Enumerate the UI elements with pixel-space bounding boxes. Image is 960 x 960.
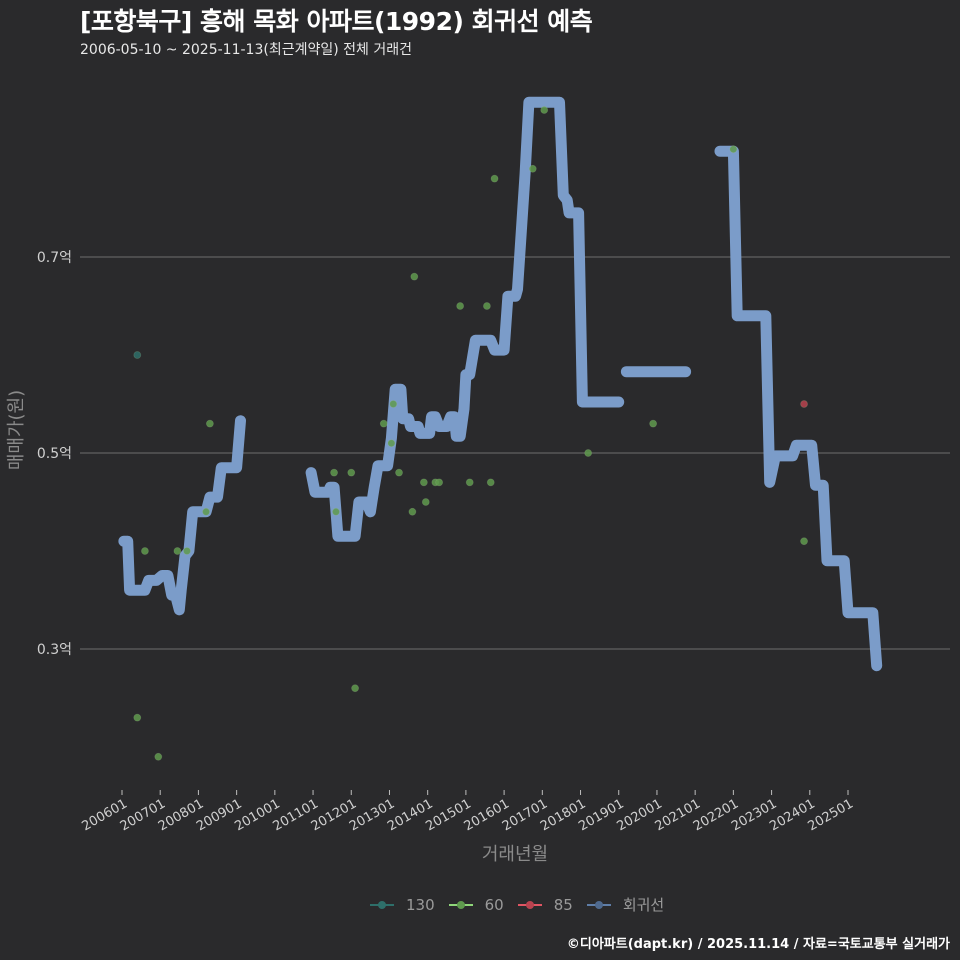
y-grid: [80, 256, 950, 650]
legend-label-130: 130: [406, 895, 435, 914]
scatter-points: [133, 106, 808, 761]
x-axis-ticks: 2006012007012008012009012010012011012012…: [80, 790, 856, 834]
legend: 130 60 85 회귀선: [370, 894, 664, 915]
data-point-60: [387, 439, 396, 448]
legend-item-85[interactable]: 85: [517, 895, 573, 914]
data-point-60: [584, 449, 593, 457]
x-axis-title: 거래년월: [482, 844, 548, 865]
data-point-60: [465, 478, 474, 487]
data-point-60: [540, 106, 549, 114]
legend-key-85-icon: [517, 900, 542, 910]
chart-subtitle: 2006-05-10 ~ 2025-11-13(최근계약일) 전체 거래건: [80, 42, 412, 58]
legend-item-130[interactable]: 130: [370, 896, 435, 914]
data-point-60: [528, 164, 537, 173]
data-point-60: [330, 468, 338, 477]
legend-label-regression: 회귀선: [622, 896, 665, 914]
data-point-60: [483, 302, 491, 310]
y-tick-label: 0.5억: [37, 446, 72, 462]
data-point-60: [649, 419, 658, 428]
data-point-130: [133, 351, 142, 359]
data-point-60: [141, 547, 149, 555]
data-point-60: [173, 547, 182, 555]
regression-segment: [118, 415, 246, 616]
data-point-60: [490, 174, 499, 183]
data-point-60: [205, 419, 214, 428]
data-point-60: [133, 713, 142, 722]
y-tick-label: 0.3억: [37, 642, 72, 658]
data-point-60: [389, 400, 398, 408]
regression-segment: [714, 145, 883, 672]
data-point-60: [729, 145, 738, 154]
data-point-60: [800, 537, 808, 546]
legend-key-60-icon: [448, 900, 473, 910]
data-point-60: [154, 752, 163, 761]
data-point-60: [435, 478, 444, 487]
legend-key-130-icon: [370, 900, 394, 910]
data-point-60: [419, 478, 428, 487]
data-point-60: [486, 478, 495, 487]
y-axis-ticks: 0.3억 0.5억 0.7억: [37, 250, 72, 658]
regression-line: [118, 96, 883, 672]
data-point-60: [379, 419, 388, 428]
legend-label-85: 85: [553, 895, 573, 914]
legend-label-60: 60: [484, 895, 504, 914]
y-axis-title: 매매가(원): [6, 390, 27, 470]
data-point-60: [351, 684, 359, 693]
data-point-60: [456, 302, 465, 310]
regression-segment: [305, 96, 625, 542]
data-point-60: [202, 507, 210, 516]
data-point-60: [395, 468, 403, 477]
data-point-60: [421, 498, 430, 506]
data-point-60: [183, 547, 191, 555]
data-point-60: [347, 468, 356, 477]
chart-title: [포항북구] 흥해 목화 아파트(1992) 회귀선 예측: [80, 7, 593, 36]
data-point-60: [332, 507, 340, 516]
legend-key-regression-icon: [586, 900, 611, 910]
y-tick-label: 0.7억: [37, 250, 72, 266]
legend-item-regression[interactable]: 회귀선: [586, 894, 665, 915]
data-point-60: [408, 507, 417, 516]
legend-item-60[interactable]: 60: [448, 895, 504, 914]
data-point-85: [800, 400, 808, 408]
data-point-60: [410, 272, 419, 281]
footer-credit: ©디아파트(dapt.kr) / 2025.11.14 / 자료=국토교통부 실…: [566, 937, 950, 952]
